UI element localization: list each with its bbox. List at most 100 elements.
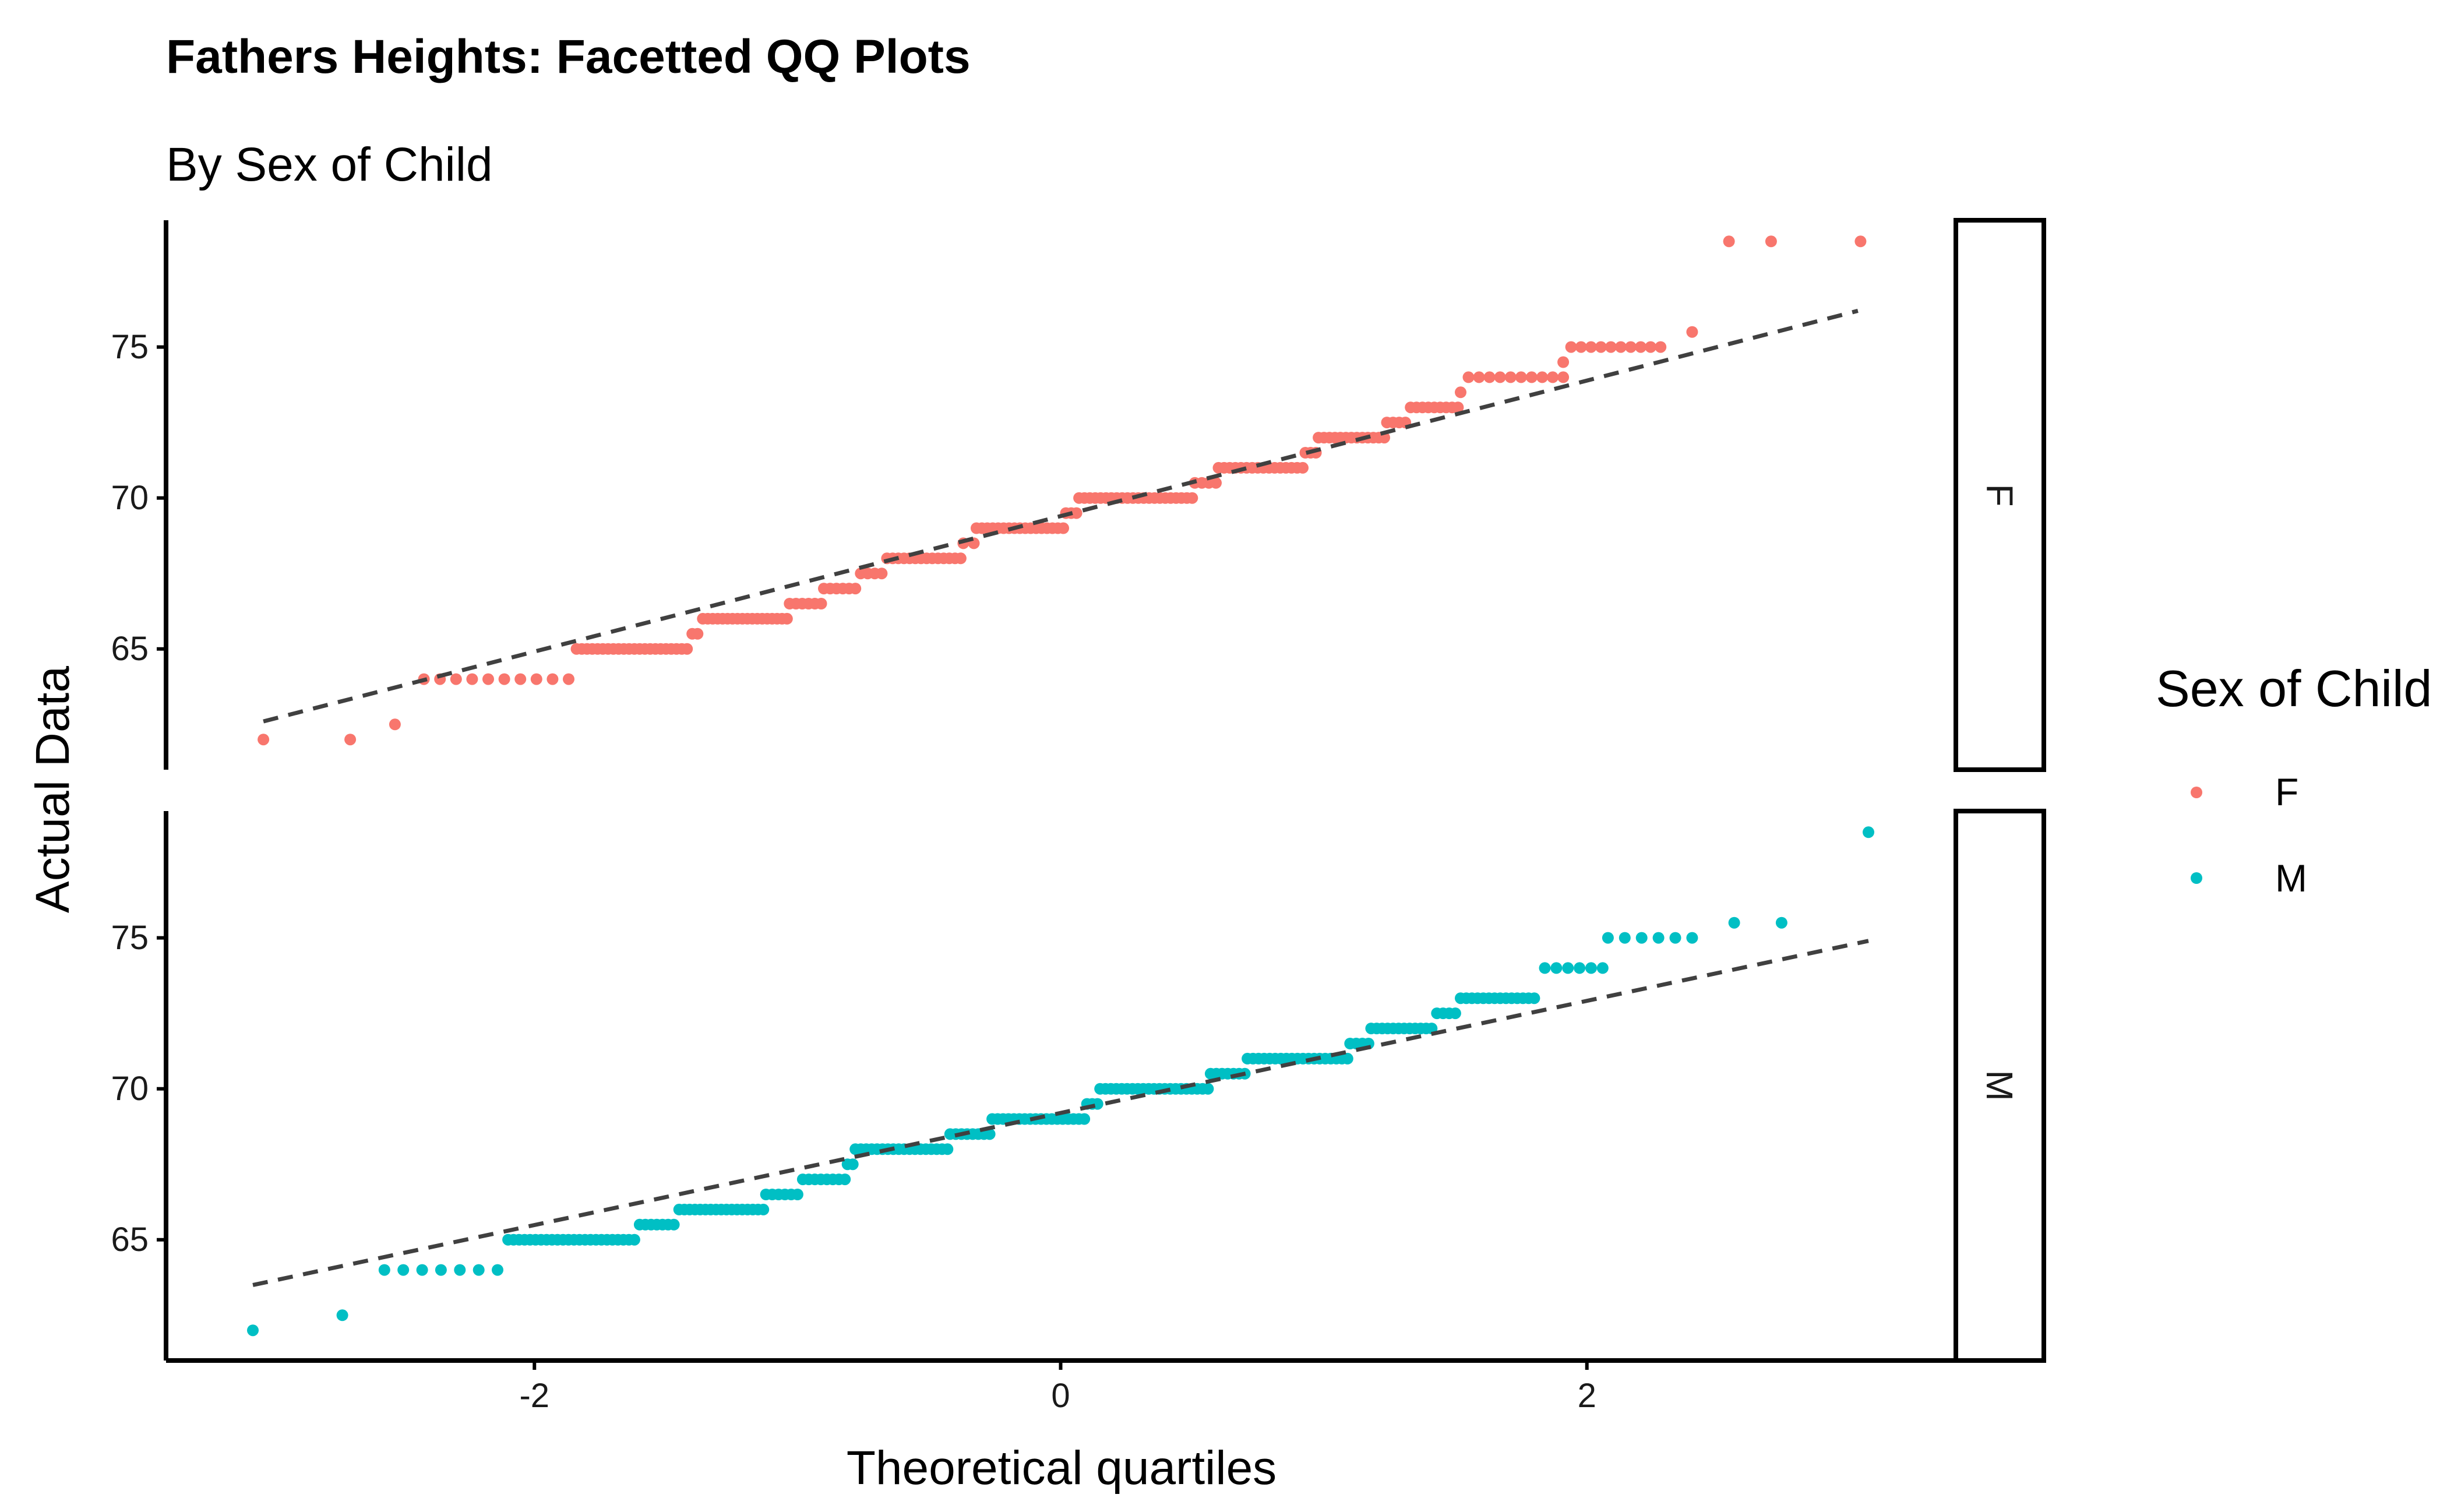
facet-m-reference [252,939,1869,1287]
qq-reference-line-m [252,939,1869,1287]
y-axis-title: Actual Data [26,666,79,913]
qq-point-f [1473,371,1485,383]
qq-point-f [1575,341,1587,353]
x-tick-label: 0 [1051,1377,1070,1415]
qq-point-f [1565,341,1577,353]
qq-point-f [344,734,357,746]
qq-point-m [1596,962,1609,974]
qq-point-f [389,718,401,731]
qq-point-f [1557,371,1570,383]
qq-point-m [1728,917,1740,929]
qq-point-f [781,612,793,625]
qq-reference-line-f [263,309,1859,724]
qq-point-f [1655,341,1667,353]
qq-point-m [1585,962,1597,974]
qq-point-m [1202,1083,1214,1095]
qq-point-f [1297,461,1309,474]
qq-point-f [849,583,862,595]
y-tick-label: 65 [111,1221,149,1259]
qq-point-f [1455,386,1466,399]
qq-point-f [1614,341,1627,353]
qq-point-f [514,673,527,685]
qq-point-m [336,1309,348,1321]
qq-point-f [1686,326,1698,338]
qq-point-f [1635,341,1647,353]
qq-point-f [466,673,478,685]
y-tick-label: 70 [111,1070,149,1108]
facet-strip-label-f: F [1979,484,2021,506]
y-tick-label: 70 [111,479,149,517]
qq-point-f [1854,235,1867,248]
qq-point-m [1539,962,1551,974]
qq-point-f [1186,492,1198,504]
qq-point-f [482,673,494,685]
qq-point-f [681,643,693,655]
qq-point-f [1494,371,1506,383]
chart-title: Fathers Heights: Facetted QQ Plots [166,30,971,83]
qq-point-m [628,1233,640,1246]
qq-point-m [1775,917,1787,929]
facet-strip-m [1954,809,2046,1363]
qq-point-f [1557,356,1570,368]
qq-point-m [839,1173,851,1186]
qq-point-m [397,1264,410,1276]
legend: Sex of Child F M [2156,660,2432,900]
qq-point-f [1585,341,1597,353]
legend-label-f: F [2275,770,2298,813]
qq-point-f [1625,341,1637,353]
qq-point-m [1528,992,1540,1005]
y-tick-label: 65 [111,630,149,668]
legend-swatch-f [2191,787,2202,798]
qq-point-f [1504,371,1517,383]
qq-point-f [1645,341,1657,353]
qq-point-f [954,552,967,565]
qq-point-f [692,628,704,640]
qq-point-m [983,1128,996,1140]
qq-point-m [378,1264,390,1276]
qq-point-m [757,1203,770,1215]
qq-point-f [1070,507,1083,519]
facet-m-points [247,826,1874,1337]
facet-panel-m: M [247,809,2046,1363]
facet-f-reference [263,309,1859,724]
legend-label-m: M [2275,857,2307,900]
qq-point-m [454,1264,466,1276]
qq-point-m [847,1158,859,1171]
facet-panel-f: F [258,218,2046,772]
qq-point-m [1078,1113,1091,1125]
qq-point-m [1686,932,1698,944]
qq-point-m [1550,962,1563,974]
qq-point-f [1057,522,1069,534]
qq-point-m [435,1264,447,1276]
legend-key-m: M [2191,857,2307,900]
qq-point-m [1652,932,1665,944]
x-tick-label: 2 [1578,1377,1596,1415]
legend-title: Sex of Child [2156,660,2432,717]
qq-point-m [1562,962,1574,974]
qq-point-f [876,568,888,580]
qq-point-f [1483,371,1496,383]
legend-swatch-m [2191,872,2202,884]
qq-point-m [247,1324,259,1337]
x-axis-title: Theoretical quartiles [847,1441,1277,1495]
qq-point-f [498,673,510,685]
qq-point-f [1462,371,1475,383]
qq-point-f [1452,401,1464,414]
y-tick-label: 75 [111,328,149,366]
qq-point-m [942,1143,954,1155]
y-tick-label: 75 [111,919,149,957]
x-tick-label: -2 [519,1377,549,1415]
qq-point-f [530,673,542,685]
facet-strip-label-m: M [1979,1070,2021,1101]
qq-point-f [1595,341,1607,353]
qq-point-f [1547,371,1559,383]
chart-subtitle: By Sex of Child [166,138,493,191]
qq-point-f [450,673,462,685]
qq-point-f [1536,371,1548,383]
qq-point-m [1619,932,1631,944]
facet-f-points [258,235,1867,746]
qq-point-m [473,1264,485,1276]
qq-point-f [1723,235,1735,248]
qq-point-f [815,598,827,609]
